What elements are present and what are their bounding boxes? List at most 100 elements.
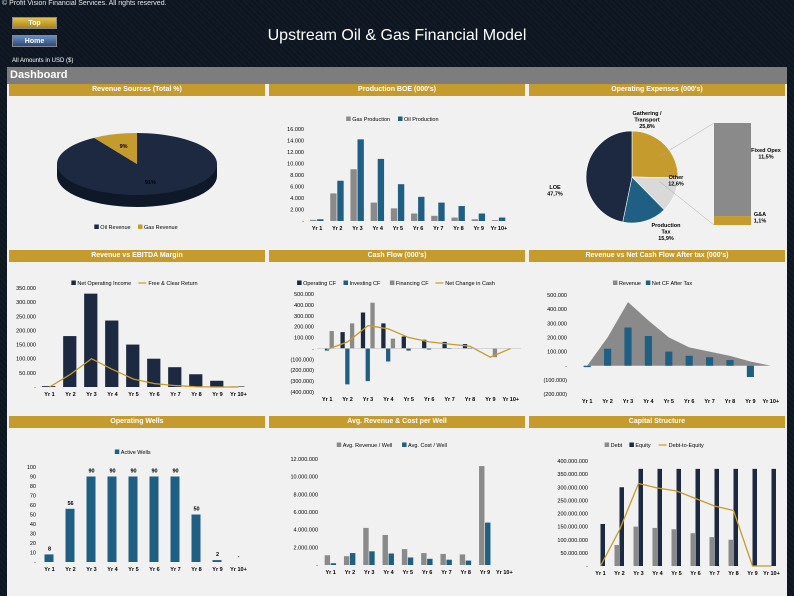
x-tick-label: Yr 8 [191,392,201,398]
bar [330,563,337,565]
x-tick-label: Yr 2 [332,226,342,232]
copyright-notice: © Profit Vision Financial Services. All … [2,0,167,7]
y-tick-label: 14.000 [287,139,304,145]
x-tick-label: Yr 10+ [491,226,508,232]
x-tick-label: Yr 1 [44,392,54,398]
cash-flow-panel: Cash Flow (000's) (400.000) (300.000) (200.… [269,250,525,413]
bar [446,559,452,565]
breakdown-bar [714,216,751,225]
avg-revenue-cost-chart: - 2.000.000 4.000.000 6.000.000 8.000.000 10.… [290,442,513,576]
x-tick-label: Yr 6 [684,399,694,405]
legend-marker [297,280,302,285]
y-tick-label: 400.000 [294,303,314,309]
bar [357,139,364,221]
home-button[interactable]: Home [12,35,57,47]
bar [345,348,350,385]
top-button[interactable]: Top [12,17,57,29]
y-tick-label: (300.000) [290,379,314,385]
panel-title: Production BOE (000's) [269,84,525,96]
x-tick-label: Yr 1 [312,226,322,232]
y-tick-label: 10.000 [287,162,304,168]
bar [377,158,385,221]
x-tick-label: Yr 2 [65,392,75,398]
y-tick-label: 8.000.000 [294,492,318,498]
y-tick-label: 90 [30,475,36,481]
y-tick-label: 50.000.000 [560,551,588,557]
breakdown-bar [714,123,751,217]
bar-data-label: 90 [172,469,178,475]
bar [458,206,465,221]
bar [170,476,180,562]
x-tick-label: Yr 7 [441,570,451,576]
y-tick-label: - [34,560,36,566]
bar [105,320,119,387]
bar [189,374,203,387]
bar [365,348,370,382]
bar [310,219,317,221]
bar-data-label: 2 [216,552,219,558]
legend-label: Investing CF [350,281,382,287]
revenue-ncf-panel: Revenue vs Net Cash Flow After tax (000'… [529,250,785,413]
x-tick-label: Yr 10+ [496,570,513,576]
x-tick-label: Yr 1 [322,397,332,403]
legend-label: Net CF After Tax [652,281,692,287]
y-tick-label: 200.000 [294,325,314,331]
y-tick-label: 8.000 [290,173,304,179]
bar [317,219,324,221]
x-tick-label: Yr 10+ [230,567,247,573]
bar [401,549,408,565]
y-tick-label: - [565,364,567,370]
panel-title: Operating Expenses (000's) [529,84,785,96]
legend-marker [343,280,348,285]
legend-marker [604,442,610,447]
x-tick-label: Yr 6 [149,567,159,573]
series-line [599,482,772,567]
y-tick-label: 200.000.000 [557,512,588,518]
pie-data-label: 47,7% [547,192,563,198]
x-tick-label: Yr 3 [364,570,374,576]
y-tick-label: 500.000 [294,292,314,298]
x-tick-label: Yr 5 [128,392,138,398]
bar [349,553,356,565]
bar [324,348,330,351]
legend-label: Financing CF [396,281,429,287]
pie-data-label: 25,8% [639,124,655,130]
bar [498,217,506,221]
legend-label: Avg. Cost / Well [408,443,447,449]
x-tick-label: Yr 6 [424,397,434,403]
bar [390,208,398,221]
bar [65,508,75,562]
y-tick-label: 500.000 [547,293,567,299]
bar [685,355,693,366]
page-title: Upstream Oil & Gas Financial Model [267,27,527,44]
bar [360,312,366,349]
y-tick-label: - [302,219,304,225]
y-tick-label: 250.000.000 [557,498,588,504]
y-tick-label: 200.000 [547,335,567,341]
bar [459,554,466,565]
legend-label: Operating CF [303,281,337,287]
y-tick-label: 300.000 [294,314,314,320]
legend-label: Oil Revenue [100,225,130,231]
bar [600,524,605,566]
x-tick-label: Yr 4 [652,571,663,577]
legend-label: Debt-to-Equity [669,443,704,449]
production-panel: Production BOE (000's) - 2.000 4.000 6.000 8.… [269,84,525,247]
panel-title: Revenue Sources (Total %) [9,84,265,96]
y-tick-label: 10 [30,551,36,557]
bar [676,468,681,566]
x-tick-label: Yr 4 [372,226,383,232]
bar [128,476,138,562]
bar [324,555,331,565]
y-tick-label: 4.000 [290,196,304,202]
bar [343,556,350,565]
bar [485,522,491,565]
x-tick-label: Yr 6 [413,226,423,232]
bar [671,529,676,566]
pie-data-label: 12,6% [668,182,684,188]
y-tick-label: 12.000 [287,150,304,156]
y-tick-label: 16.000 [287,127,304,133]
bar [706,357,714,366]
legend-marker [336,442,342,447]
